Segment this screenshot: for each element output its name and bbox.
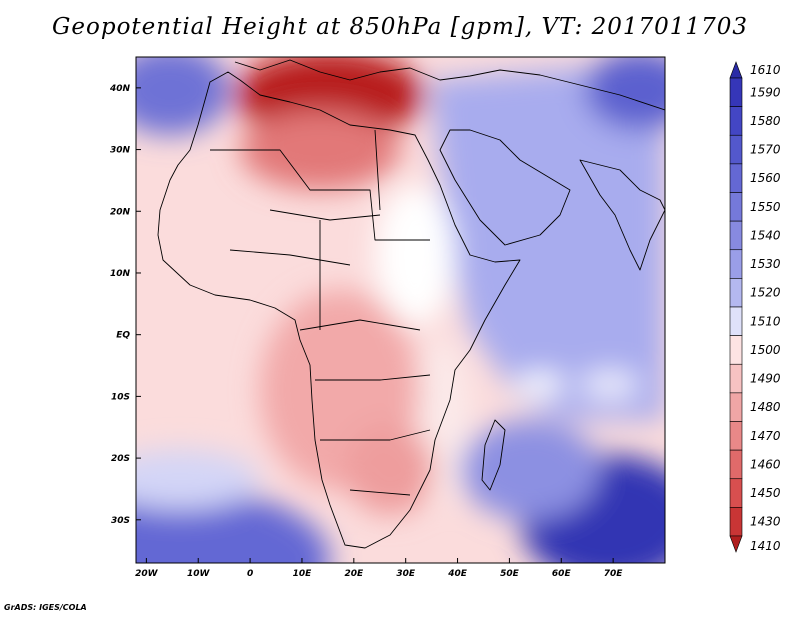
lon-tick-label: 40E — [447, 569, 468, 579]
lat-tick-label: 30S — [111, 516, 130, 526]
colorbar-swatch — [729, 106, 743, 136]
lon-tick-label: 10W — [187, 569, 211, 579]
colorbar-label: 1470 — [750, 429, 781, 443]
colorbar-swatch — [729, 306, 743, 336]
colorbar-swatch — [729, 278, 743, 308]
colorbar-swatch — [729, 61, 743, 79]
colorbar-swatch — [729, 449, 743, 480]
lat-tick-label: 10N — [110, 269, 131, 279]
colorbar-label: 1560 — [750, 171, 781, 185]
lat-tick-label: 10S — [111, 392, 130, 402]
colorbar-label: 1460 — [750, 457, 781, 471]
colorbar-label: 1430 — [750, 515, 781, 529]
colorbar-swatch — [729, 249, 743, 279]
colorbar-swatch — [729, 134, 743, 165]
colorbar-label: 1610 — [750, 63, 781, 77]
colorbar-label: 1450 — [750, 486, 781, 500]
lat-tick-label: 30N — [110, 146, 131, 156]
colorbar-swatch — [729, 163, 743, 193]
latitude-ticks: 40N 30N 20N 10N EQ 10S 20S 30S — [109, 84, 141, 526]
grads-credit: GrADS: IGES/COLA — [4, 603, 87, 612]
lon-tick-label: 20E — [344, 569, 364, 579]
map-title: Geopotential Height at 850hPa [gpm], VT:… — [52, 14, 748, 40]
height-field — [136, 57, 665, 563]
lon-tick-label: 70E — [604, 569, 624, 579]
colorbar: 1610 1590 1580 1570 1560 1550 1540 1530 1520 1510… — [729, 61, 781, 553]
lon-tick-label: 20W — [135, 569, 159, 579]
colorbar-swatch — [729, 507, 743, 537]
colorbar-swatch — [729, 478, 743, 508]
colorbar-swatch — [729, 220, 743, 251]
colorbar-label: 1590 — [750, 85, 781, 99]
lon-tick-label: 10E — [293, 569, 313, 579]
lon-tick-label: 30E — [396, 569, 416, 579]
lat-tick-label: EQ — [116, 331, 130, 341]
africa-coastline — [157, 71, 521, 549]
colorbar-label: 1510 — [750, 314, 781, 328]
lat-tick-label: 40N — [109, 84, 131, 94]
plot-frame — [135, 56, 666, 564]
coastlines — [157, 59, 665, 549]
colorbar-label: 1550 — [750, 200, 781, 214]
colorbar-swatch — [729, 421, 743, 451]
lat-tick-label: 20S — [111, 454, 130, 464]
colorbar-swatch — [729, 392, 743, 422]
colorbar-swatch — [729, 335, 743, 365]
colorbar-label: 1540 — [750, 228, 781, 242]
longitude-ticks: 20W 10W 0 10E 20E 30E 40E 50E 60E 70E — [135, 558, 623, 579]
colorbar-swatch — [729, 535, 743, 553]
colorbar-label: 1530 — [750, 257, 781, 271]
lon-tick-label: 0 — [247, 569, 253, 579]
colorbar-label: 1520 — [750, 286, 781, 300]
colorbar-label: 1580 — [750, 114, 781, 128]
colorbar-label: 1410 — [750, 539, 781, 553]
colorbar-label: 1570 — [750, 143, 781, 157]
lon-tick-label: 50E — [500, 569, 520, 579]
lat-tick-label: 20N — [110, 207, 131, 217]
lon-tick-label: 60E — [552, 569, 572, 579]
colorbar-label: 1500 — [750, 343, 781, 357]
colorbar-swatch — [729, 363, 743, 394]
colorbar-swatch — [729, 77, 743, 107]
europe-coastline — [234, 59, 665, 111]
colorbar-swatch — [729, 192, 743, 222]
india-coastline — [579, 159, 665, 271]
arabia-coastline — [439, 129, 571, 246]
colorbar-label: 1490 — [750, 372, 781, 386]
madagascar-coastline — [481, 419, 506, 491]
colorbar-label: 1480 — [750, 400, 781, 414]
border-lines — [210, 129, 431, 496]
